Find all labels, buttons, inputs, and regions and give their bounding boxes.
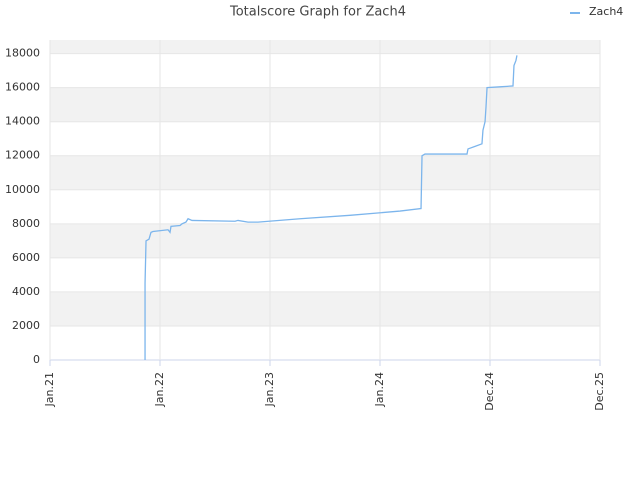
x-tick-label: Jan.23 [263, 372, 276, 407]
y-tick-label: 8000 [12, 217, 40, 230]
x-tick-label: Jan.24 [373, 372, 386, 407]
grid-band [50, 257, 600, 292]
x-tick-label: Jan.22 [153, 372, 166, 407]
y-tick-label: 6000 [12, 251, 40, 264]
grid-band [50, 325, 600, 360]
grid-band [50, 155, 600, 190]
x-tick-label: Dec.24 [483, 372, 496, 411]
legend-label: Zach4 [589, 5, 623, 18]
y-tick-label: 4000 [12, 285, 40, 298]
grid-band [50, 121, 600, 156]
y-tick-label: 10000 [5, 183, 40, 196]
y-tick-label: 12000 [5, 149, 40, 162]
y-tick-label: 18000 [5, 47, 40, 60]
grid-band [50, 87, 600, 122]
x-tick-label: Dec.25 [593, 372, 606, 411]
grid-band [50, 40, 600, 54]
grid-band [50, 291, 600, 326]
grid-band [50, 223, 600, 258]
y-tick-label: 14000 [5, 115, 40, 128]
y-tick-label: 16000 [5, 81, 40, 94]
y-tick-label: 0 [33, 353, 40, 366]
chart-title: Totalscore Graph for Zach4 [229, 5, 406, 20]
grid-band [50, 53, 600, 88]
data-line [144, 55, 518, 360]
y-tick-label: 2000 [12, 319, 40, 332]
grid-band [50, 189, 600, 224]
x-tick-label: Jan.21 [43, 372, 56, 407]
